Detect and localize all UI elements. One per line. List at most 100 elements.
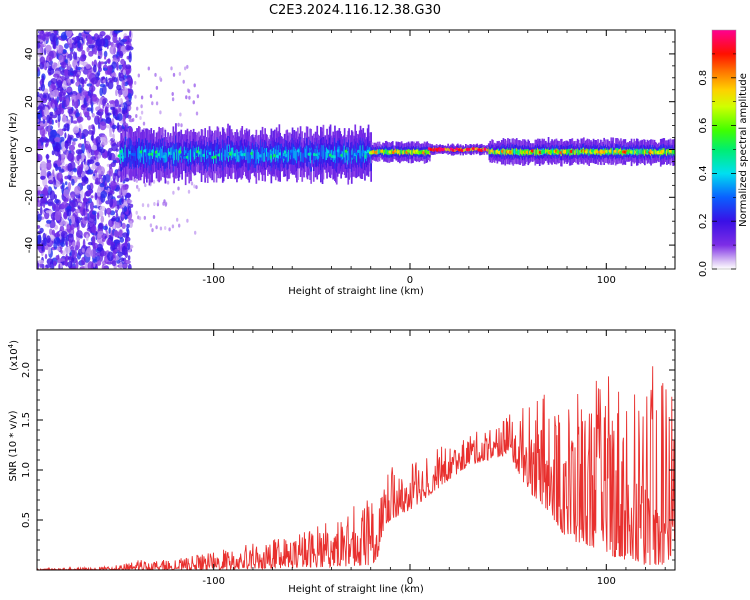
spectrogram-noise-cell <box>91 113 95 118</box>
spectrogram-noise-cell <box>37 186 42 191</box>
spectrogram-noise-cell <box>84 143 89 150</box>
spectrogram-noise-cell <box>115 217 120 223</box>
spectrogram-cell <box>226 145 228 157</box>
spectrogram-noise-cell <box>185 95 188 100</box>
spectrogram-noise-cell <box>99 121 107 131</box>
spectrogram-noise-cell <box>67 57 70 67</box>
spectrogram-noise-cell <box>76 73 80 82</box>
spectrogram-noise-cell <box>119 40 125 46</box>
spectrogram-noise-cell <box>46 161 52 171</box>
spectrogram-noise-cell <box>81 152 85 162</box>
spectrogram-noise-cell <box>75 260 79 269</box>
spectrogram-noise-cell <box>76 154 80 162</box>
spectrogram-noise-cell <box>180 123 183 128</box>
spectrogram-noise-cell <box>102 225 108 231</box>
spectrogram-noise-cell <box>112 34 118 44</box>
spectrogram-noise-cell <box>186 64 189 69</box>
spectrogram-cell <box>421 149 423 155</box>
spectrogram-noise-cell <box>159 110 162 115</box>
spectrogram-noise-cell <box>60 249 63 254</box>
spectrogram-cell <box>259 146 262 157</box>
spectrogram-noise-cell <box>85 63 92 69</box>
spectrogram-cell <box>504 149 507 156</box>
spectrogram-noise-cell <box>60 107 65 115</box>
spectrogram-noise-cell <box>119 98 123 103</box>
spectrogram-noise-cell <box>37 118 40 123</box>
spectrogram-cell <box>136 147 138 160</box>
spectrogram-noise-cell <box>93 149 99 156</box>
spectrogram-noise-cell <box>122 69 126 76</box>
spectrogram-cell <box>339 146 342 157</box>
spectrogram-cell <box>641 148 643 155</box>
spectrogram-noise-cell <box>85 234 89 242</box>
spectrogram-cell <box>267 151 269 162</box>
spectrogram-noise-cell <box>57 158 61 167</box>
spectrogram-cell <box>472 148 474 152</box>
spectrogram-noise-cell <box>154 72 157 77</box>
spectrogram-noise-cell <box>54 211 61 221</box>
spectrogram-noise-cell <box>127 242 131 251</box>
spectrogram-noise-cell <box>41 110 44 117</box>
snr-y-tick-label: 1.0 <box>21 462 32 478</box>
spectrogram-noise-cell <box>178 223 181 228</box>
spectrogram-noise-cell <box>149 223 153 228</box>
snr-ticks: -100 0 100 0.5 1.0 1.5 2.0 <box>21 330 675 587</box>
spectrogram-noise-cell <box>64 246 71 255</box>
spectrogram-noise-cell <box>143 215 146 220</box>
spectrogram-noise-cell <box>39 206 43 216</box>
spectrogram-cell <box>572 150 575 156</box>
spectrogram-noise-cell <box>101 264 105 269</box>
spectrogram-noise-cell <box>172 190 175 195</box>
spectrogram-cell <box>494 150 497 155</box>
spectrogram-peak <box>208 151 213 155</box>
spectrogram-noise-cell <box>109 132 113 138</box>
spectrogram-noise-cell <box>72 126 80 134</box>
spectrogram-noise-cell <box>96 259 102 266</box>
spectrogram-noise-cell <box>49 228 53 235</box>
spectrogram-noise-cell <box>37 259 45 264</box>
spectrogram-noise-cell <box>122 86 125 91</box>
spectrogram-noise-cell <box>46 219 52 224</box>
spectrogram-cell <box>612 147 614 155</box>
spectrogram-noise-cell <box>64 123 69 128</box>
spectrogram-cell <box>402 150 405 155</box>
spectrogram-cell <box>305 145 308 159</box>
spectrogram-noise-cell <box>122 263 128 269</box>
spectrogram-noise-cell <box>87 261 94 269</box>
spectrogram-cell <box>194 148 197 159</box>
spectrogram-noise-cell <box>37 225 41 229</box>
spectrogram-noise-cell <box>51 62 58 70</box>
spectrogram-noise-cell <box>83 158 86 164</box>
spectrogram-noise-cell <box>39 122 47 127</box>
spectrogram-noise-cell <box>76 240 81 250</box>
spectrogram-cell <box>344 152 347 163</box>
spectrogram-cell <box>232 147 235 156</box>
spectrogram-noise-cell <box>63 221 66 226</box>
spectrogram-cell <box>222 148 225 162</box>
spectrogram-cell <box>464 148 466 152</box>
spectrogram-cell <box>349 152 351 163</box>
spectrogram-noise-cell <box>70 194 75 199</box>
spectrogram-cell <box>247 152 250 164</box>
spectrogram-noise-cell <box>91 144 98 151</box>
spectrogram-noise-cell <box>95 252 102 257</box>
spectrogram-cell <box>201 145 204 157</box>
spectrogram-cell <box>124 144 127 158</box>
spectrogram-cell <box>354 144 357 158</box>
spectrogram-cell <box>327 149 329 158</box>
spectrogram-noise-cell <box>84 216 88 221</box>
spectrogram-cell <box>515 148 517 155</box>
spectrogram-cell <box>335 151 338 165</box>
spectrogram-noise-cell <box>67 174 72 180</box>
spectrogram-noise-cell <box>107 187 110 193</box>
spectrogram-noise-cell <box>128 106 132 111</box>
spectrogram-cell <box>221 148 224 162</box>
spectrogram-noise-cell <box>37 96 42 106</box>
spectrogram-noise-cell <box>107 151 112 161</box>
spectrogram-noise-cell <box>100 250 107 257</box>
spectrogram-cell <box>664 148 666 154</box>
spectrogram-noise-cell <box>69 198 72 204</box>
spectrogram-cell <box>274 146 276 158</box>
spectrogram-cell <box>463 149 465 152</box>
spectrogram-noise-cell <box>182 79 185 84</box>
